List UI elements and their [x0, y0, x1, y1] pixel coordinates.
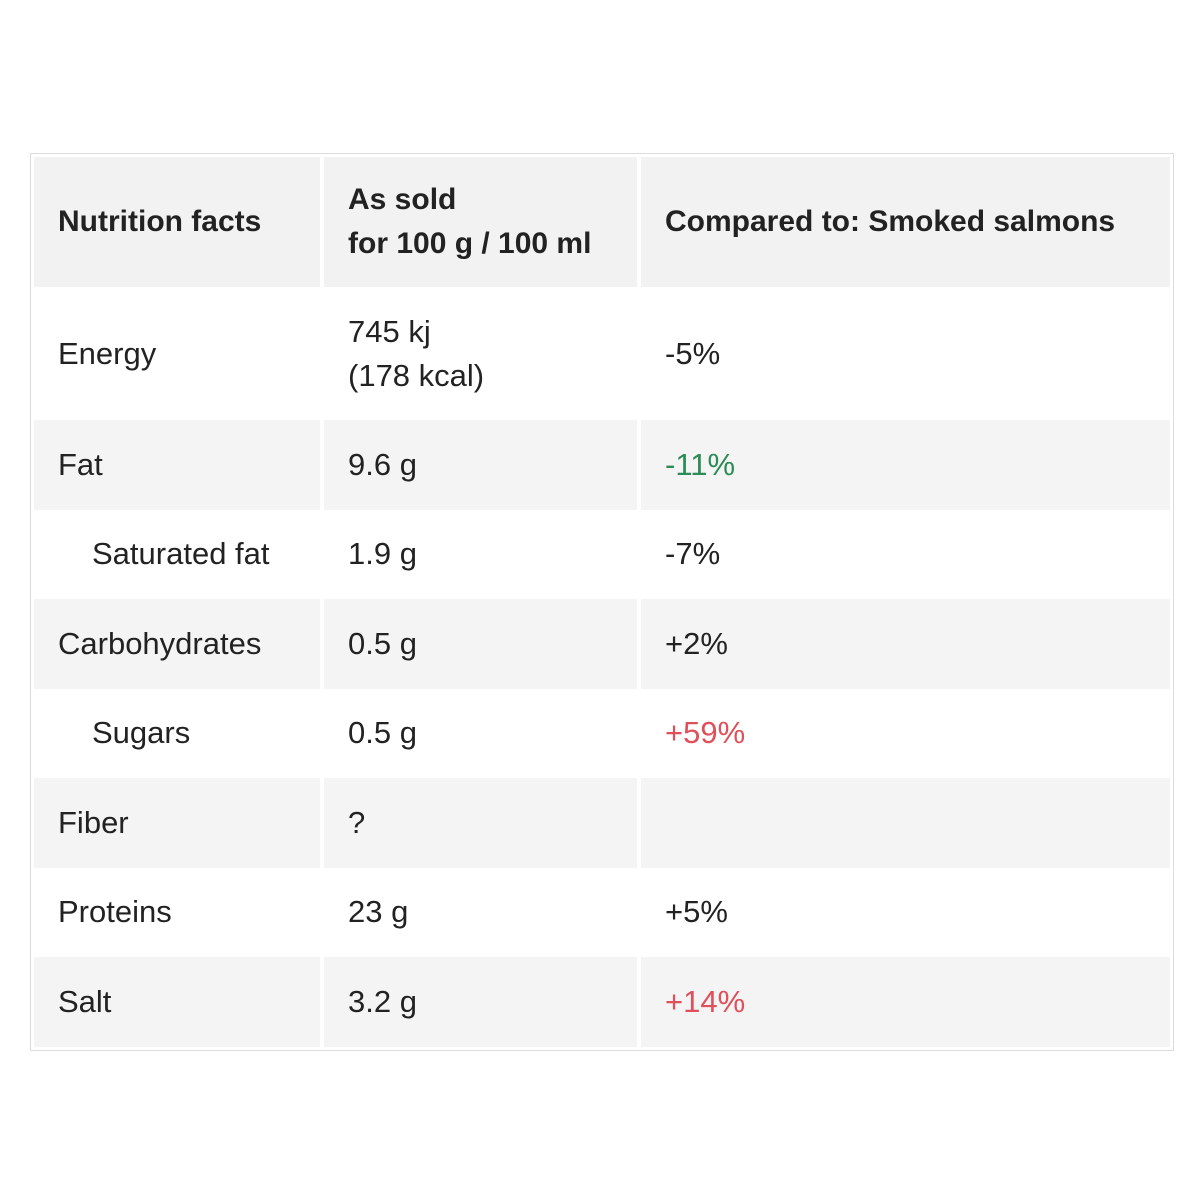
nutrient-value: 0.5 g — [324, 688, 637, 778]
nutrient-name: Carbohydrates — [34, 599, 320, 689]
nutrient-name: Fat — [34, 420, 320, 510]
comparison-value: -11% — [641, 420, 1170, 510]
table-row-saturated-fat: Saturated fat 1.9 g -7% — [34, 509, 1170, 599]
table-row-sugars: Sugars 0.5 g +59% — [34, 688, 1170, 778]
nutrient-value: 0.5 g — [324, 599, 637, 689]
nutrition-table-container: Nutrition facts As sold for 100 g / 100 … — [30, 153, 1174, 1051]
nutrient-value: 1.9 g — [324, 509, 637, 599]
comparison-value: +14% — [641, 957, 1170, 1047]
nutrient-value: 23 g — [324, 867, 637, 957]
comparison-value: +59% — [641, 688, 1170, 778]
comparison-value: +5% — [641, 867, 1170, 957]
table-row-fiber: Fiber ? — [34, 778, 1170, 868]
nutrient-value: 9.6 g — [324, 420, 637, 510]
comparison-value: +2% — [641, 599, 1170, 689]
table-row-carbohydrates: Carbohydrates 0.5 g +2% — [34, 599, 1170, 689]
table-row-fat: Fat 9.6 g -11% — [34, 420, 1170, 510]
table-header-row: Nutrition facts As sold for 100 g / 100 … — [34, 157, 1170, 287]
nutrient-value: 3.2 g — [324, 957, 637, 1047]
nutrient-name: Energy — [34, 287, 320, 420]
nutrient-name: Saturated fat — [34, 509, 320, 599]
table-row-salt: Salt 3.2 g +14% — [34, 957, 1170, 1047]
comparison-value: -7% — [641, 509, 1170, 599]
header-as-sold: As sold for 100 g / 100 ml — [324, 157, 637, 287]
header-as-sold-line1: As sold — [348, 183, 457, 216]
table-row-energy: Energy 745 kj (178 kcal) -5% — [34, 287, 1170, 420]
nutrient-value: 745 kj (178 kcal) — [324, 287, 637, 420]
energy-kj: 745 kj — [348, 313, 431, 349]
header-nutrition-facts: Nutrition facts — [34, 157, 320, 287]
comparison-value — [641, 778, 1170, 868]
nutrient-name: Salt — [34, 957, 320, 1047]
header-as-sold-line2: for 100 g / 100 ml — [348, 227, 592, 260]
header-compared-to: Compared to: Smoked salmons — [641, 157, 1170, 287]
nutrient-value: ? — [324, 778, 637, 868]
nutrition-facts-table: Nutrition facts As sold for 100 g / 100 … — [30, 157, 1174, 1047]
table-row-proteins: Proteins 23 g +5% — [34, 867, 1170, 957]
energy-kcal: (178 kcal) — [348, 357, 485, 393]
nutrient-name: Fiber — [34, 778, 320, 868]
nutrient-name: Proteins — [34, 867, 320, 957]
comparison-value: -5% — [641, 287, 1170, 420]
nutrient-name: Sugars — [34, 688, 320, 778]
